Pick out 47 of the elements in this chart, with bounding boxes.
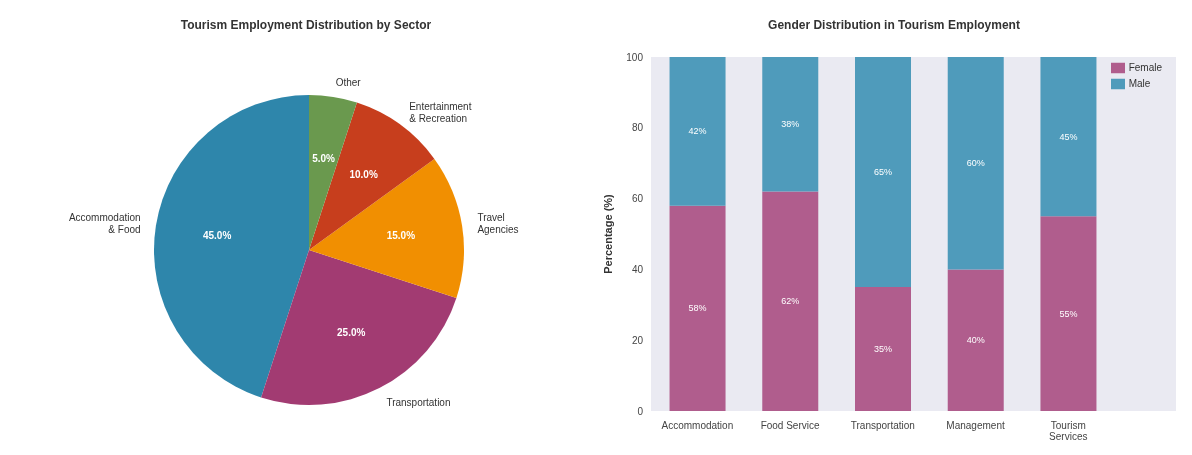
slice-label: Other: [335, 76, 362, 88]
bar: [855, 287, 911, 411]
data-label: 5.0%: [312, 152, 336, 164]
bar: [1040, 216, 1097, 411]
data-label: 42%: [688, 126, 707, 137]
slice-label: Travel Agencies: [477, 211, 519, 235]
y-tick-label: 0: [637, 405, 644, 417]
data-label: 35%: [873, 344, 893, 355]
bar: [669, 205, 726, 411]
bar: [669, 57, 726, 206]
x-tick-label: Management: [946, 420, 1005, 431]
slice-label: Accommodation & Food: [68, 211, 141, 235]
legend-label: Female: [1128, 62, 1162, 73]
bar: [762, 57, 819, 192]
y-tick-label: 40: [631, 263, 644, 275]
x-tick-label: Tourism Services: [1049, 420, 1088, 442]
y-tick-label: 60: [631, 193, 644, 205]
data-label: 45%: [1059, 131, 1078, 142]
data-label: 10.0%: [349, 169, 378, 181]
data-label: 25.0%: [337, 327, 366, 339]
pie-slice: [154, 95, 309, 398]
chart-title: Tourism Employment Distribution by Sector: [179, 17, 433, 34]
data-label: 38%: [781, 119, 800, 130]
data-label: 58%: [688, 303, 707, 314]
x-tick-label: Accommodation: [661, 420, 734, 431]
data-label: 60%: [966, 158, 985, 169]
chart-title: Gender Distribution in Tourism Employment: [767, 17, 1021, 34]
bar: [855, 57, 911, 288]
bar: [947, 269, 1004, 411]
slice-label: Entertainment & Recreation: [409, 100, 472, 124]
slice-label: Transportation: [386, 396, 451, 408]
y-axis-title: Percentage (%): [601, 193, 614, 274]
data-label: 15.0%: [386, 229, 416, 241]
data-label: 65%: [873, 167, 893, 178]
data-label: 55%: [1059, 308, 1078, 319]
x-tick-label: Transportation: [850, 420, 915, 431]
data-label: 40%: [966, 335, 985, 346]
y-tick-label: 100: [626, 51, 644, 63]
bar: [762, 191, 819, 411]
bar: [1040, 57, 1097, 217]
y-tick-label: 20: [631, 334, 644, 346]
data-label: 62%: [781, 296, 800, 307]
x-tick-label: Food Service: [760, 420, 820, 431]
bar: [947, 57, 1004, 270]
y-tick-label: 80: [631, 122, 644, 134]
legend-label: Male: [1128, 78, 1151, 89]
data-label: 45.0%: [202, 229, 232, 241]
